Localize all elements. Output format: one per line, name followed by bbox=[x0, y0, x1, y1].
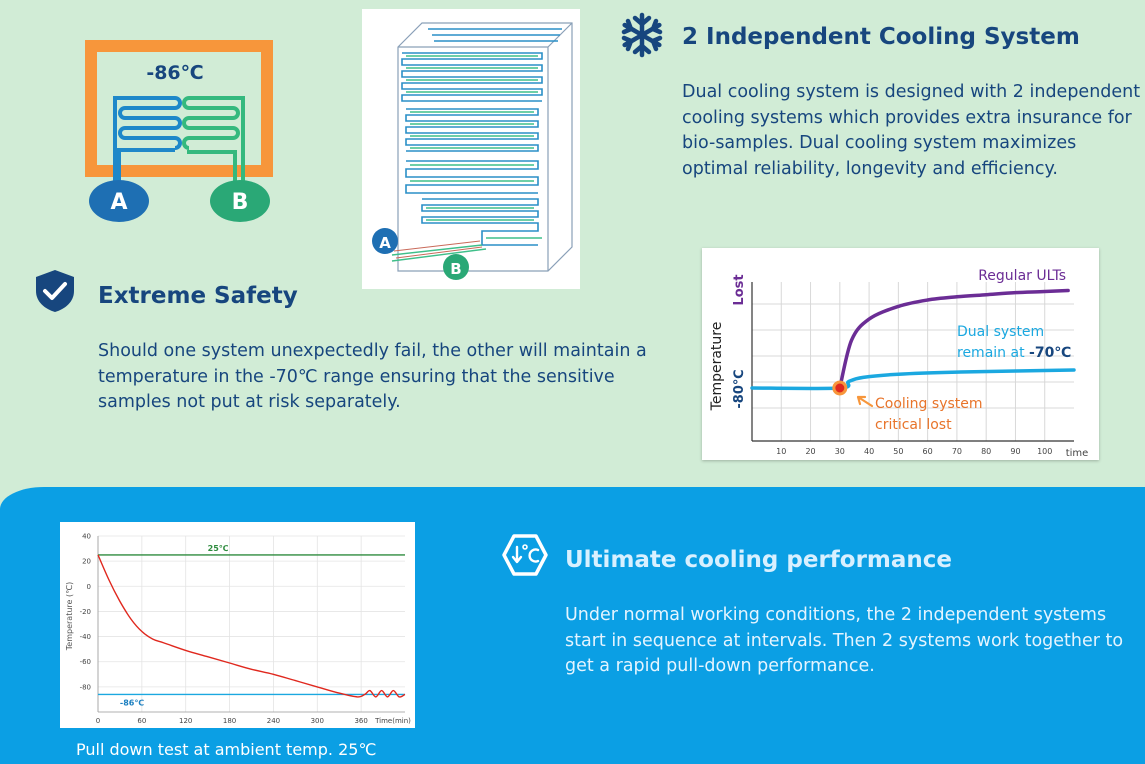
loop-b-pipe bbox=[182, 96, 245, 188]
x-tick-labels: 10 20 30 40 50 60 70 80 90 100 bbox=[776, 447, 1052, 456]
performance-title: Ultimate cooling performance bbox=[565, 547, 953, 573]
regular-annotation: Regular ULTs bbox=[978, 268, 1066, 284]
y-tick--60: -60 bbox=[80, 658, 91, 666]
dual-annotation-line1: Dual system bbox=[957, 324, 1044, 340]
x-tick-20: 20 bbox=[805, 447, 815, 456]
x-tick-50: 50 bbox=[893, 447, 903, 456]
x-tick-120: 120 bbox=[179, 717, 192, 725]
shield-check-icon bbox=[36, 270, 74, 312]
cabinet-label-b: B bbox=[450, 260, 461, 278]
loop-a-pipe bbox=[113, 96, 182, 190]
target-line-label: -86℃ bbox=[120, 698, 144, 707]
ambient-line-label: 25℃ bbox=[208, 544, 229, 553]
cabinet-badge-a bbox=[372, 228, 398, 254]
loop-a-badge bbox=[89, 180, 149, 222]
y-tick-lost: Lost bbox=[732, 274, 747, 305]
y-axis-label: Temperature bbox=[709, 322, 725, 412]
failure-arrow-icon bbox=[856, 395, 874, 408]
y-tick-minus80: -80℃ bbox=[732, 369, 747, 408]
temperature-down-icon bbox=[502, 534, 548, 576]
snowflake-icon bbox=[621, 12, 663, 58]
safety-title: Extreme Safety bbox=[98, 283, 298, 309]
x-tick-labels: 0 60 120 180 240 300 360 bbox=[96, 717, 368, 725]
series-regular-ults bbox=[838, 288, 1070, 390]
cooling-description: Dual cooling system is designed with 2 i… bbox=[682, 82, 1141, 179]
y-tick--80: -80 bbox=[80, 683, 91, 691]
x-tick-70: 70 bbox=[952, 447, 962, 456]
x-tick-40: 40 bbox=[864, 447, 874, 456]
failure-annotation-line1: Cooling system bbox=[875, 396, 983, 412]
y-tick-40: 40 bbox=[82, 533, 91, 541]
series-pull-down-curve bbox=[97, 554, 406, 698]
safety-description: Should one system unexpectedly fail, the… bbox=[98, 341, 647, 412]
cabinet-badge-b bbox=[443, 254, 469, 280]
x-tick-300: 300 bbox=[311, 717, 324, 725]
performance-description: Under normal working conditions, the 2 i… bbox=[565, 605, 1124, 676]
x-tick-180: 180 bbox=[223, 717, 236, 725]
y-tick-labels: 40 20 0 -20 -40 -60 -80 bbox=[80, 533, 91, 692]
pull-down-chart: Temperature (℃) 40 20 0 -20 -40 -60 -80 0 60 120… bbox=[60, 522, 415, 728]
x-tick-30: 30 bbox=[835, 447, 845, 456]
y-axis-label: Temperature (℃) bbox=[65, 582, 74, 651]
chart-grid bbox=[752, 282, 1074, 441]
failure-annotation-line2: critical lost bbox=[875, 417, 952, 433]
x-tick-60: 60 bbox=[137, 717, 146, 725]
freezer-outline bbox=[85, 40, 273, 177]
loop-a-label: A bbox=[110, 190, 127, 215]
y-tick-20: 20 bbox=[82, 558, 91, 566]
failure-point-marker bbox=[832, 380, 848, 396]
x-tick-0: 0 bbox=[96, 717, 100, 725]
series-dual-system bbox=[750, 368, 1076, 391]
x-tick-240: 240 bbox=[267, 717, 280, 725]
failure-comparison-chart: Temperature Lost -80℃ 10 20 30 40 50 60 70 80 90… bbox=[702, 248, 1099, 460]
chart-caption: Pull down test at ambient temp. 25℃ bbox=[76, 740, 377, 759]
diagram-temperature: -86℃ bbox=[146, 62, 203, 84]
x-tick-60: 60 bbox=[923, 447, 933, 456]
y-tick--20: -20 bbox=[80, 608, 91, 616]
x-tick-360: 360 bbox=[354, 717, 367, 725]
x-axis-label: time bbox=[1066, 448, 1089, 459]
cabinet-coil-diagram: A B bbox=[362, 9, 580, 289]
x-tick-90: 90 bbox=[1010, 447, 1020, 456]
x-tick-100: 100 bbox=[1037, 447, 1052, 456]
loop-b-badge bbox=[210, 180, 270, 222]
loop-b-label: B bbox=[232, 190, 249, 215]
chart-grid bbox=[97, 535, 405, 712]
cooling-title: 2 Independent Cooling System bbox=[682, 24, 1080, 50]
y-tick--40: -40 bbox=[80, 633, 91, 641]
dual-annotation-line2: remain at -70℃ bbox=[957, 345, 1071, 361]
cabinet-label-a: A bbox=[379, 234, 391, 252]
x-tick-80: 80 bbox=[981, 447, 991, 456]
y-tick-0: 0 bbox=[87, 583, 91, 591]
x-tick-10: 10 bbox=[776, 447, 786, 456]
dual-loop-diagram: -86℃ A B bbox=[85, 40, 273, 222]
x-axis-label: Time(min) bbox=[374, 717, 411, 725]
